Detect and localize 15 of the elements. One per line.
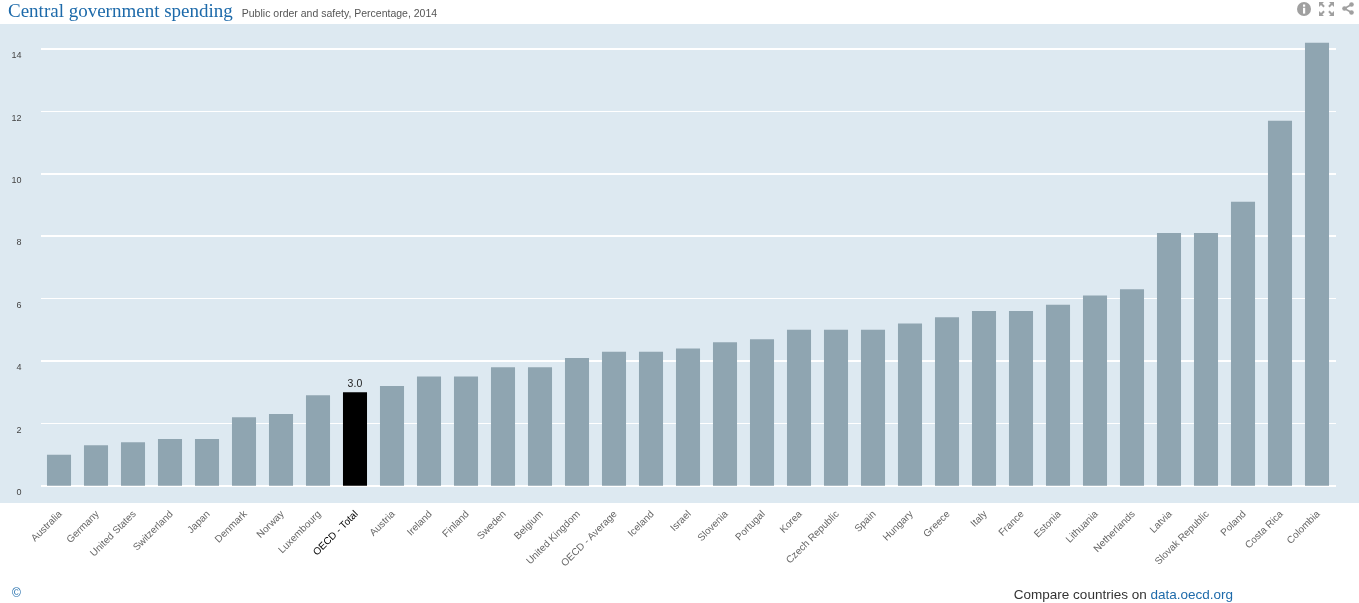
- text: ©: [12, 586, 21, 600]
- y-tick-label: 8: [16, 237, 22, 248]
- y-tick-label: 12: [11, 112, 22, 123]
- text: Compare countries on: [1013, 587, 1147, 602]
- y-tick-label: 6: [16, 299, 22, 310]
- y-tick-label: 14: [11, 50, 22, 61]
- chart-title: Central government spending: [8, 0, 233, 21]
- y-tick-label: 0: [16, 486, 22, 497]
- y-tick-label: 4: [16, 362, 22, 373]
- y-tick-label: 10: [11, 174, 22, 185]
- y-tick-label: 2: [16, 424, 22, 435]
- text: data.oecd.org: [1150, 587, 1233, 602]
- chart-subtitle: Public order and safety, Percentage, 2014: [241, 7, 438, 19]
- x-tick-label: Italy: [968, 508, 989, 529]
- data-label: 3.0: [347, 377, 363, 390]
